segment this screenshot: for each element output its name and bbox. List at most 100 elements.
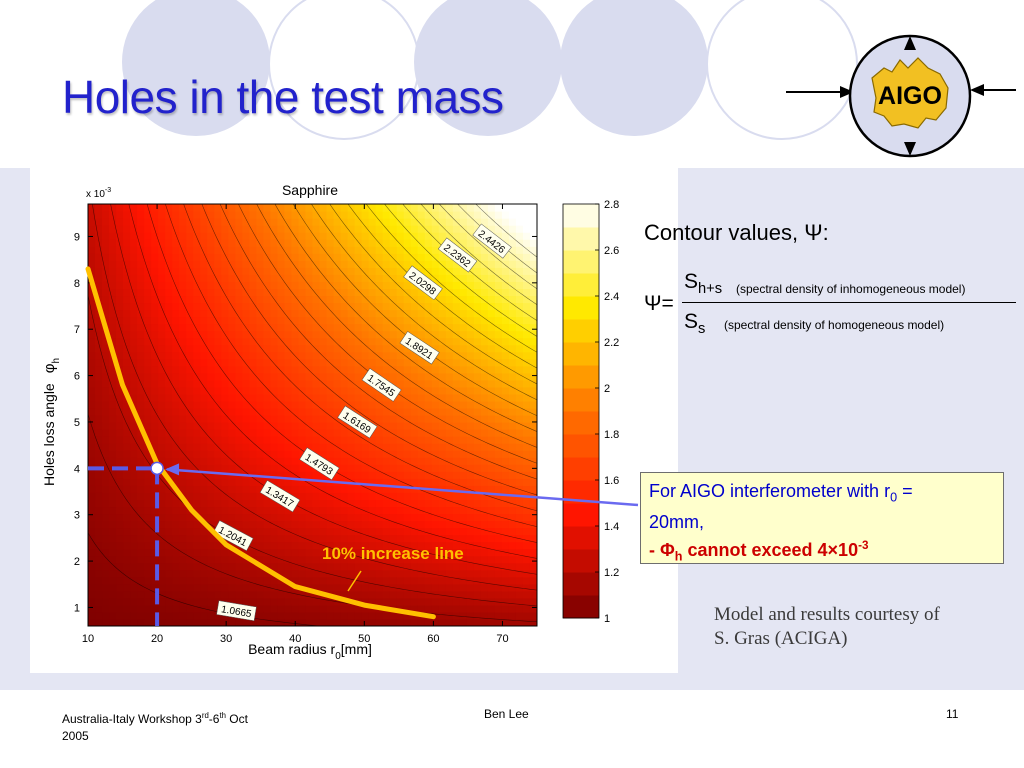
- heatmap-cell: [438, 590, 447, 599]
- heatmap-cell: [95, 281, 103, 289]
- heatmap-cell: [242, 211, 250, 219]
- heatmap-cell: [277, 436, 286, 444]
- heatmap-cell: [438, 415, 447, 423]
- heatmap-cell: [144, 386, 152, 395]
- heatmap-cell: [494, 386, 503, 395]
- heatmap-cell: [326, 288, 335, 297]
- heatmap-cell: [473, 422, 482, 430]
- heatmap-cell: [151, 443, 159, 451]
- heatmap-cell: [459, 316, 468, 325]
- heatmap-cell: [417, 457, 426, 465]
- heatmap-cell: [312, 386, 321, 395]
- heatmap-cell: [403, 323, 412, 332]
- heatmap-cell: [508, 393, 517, 402]
- heatmap-cell: [410, 450, 419, 458]
- heatmap-cell: [179, 548, 187, 557]
- heatmap-cell: [340, 618, 349, 626]
- heatmap-cell: [508, 611, 517, 620]
- heatmap-cell: [340, 464, 349, 472]
- heatmap-cell: [431, 527, 440, 536]
- heatmap-cell: [382, 436, 391, 444]
- heatmap-cell: [522, 295, 531, 304]
- heatmap-cell: [410, 506, 419, 515]
- heatmap-cell: [102, 562, 110, 571]
- heatmap-cell: [249, 232, 257, 240]
- heatmap-cell: [95, 316, 103, 325]
- heatmap-cell: [130, 365, 138, 374]
- heatmap-cell: [494, 415, 503, 423]
- heatmap-cell: [270, 281, 279, 289]
- heatmap-cell: [277, 288, 286, 297]
- heatmap-cell: [207, 471, 215, 479]
- heatmap-cell: [382, 204, 391, 212]
- heatmap-cell: [284, 478, 293, 486]
- heatmap-cell: [508, 464, 517, 472]
- heatmap-cell: [144, 506, 152, 515]
- heatmap-cell: [312, 204, 321, 212]
- heatmap-cell: [165, 541, 173, 550]
- heatmap-cell: [361, 618, 370, 626]
- heatmap-cell: [347, 323, 356, 332]
- heatmap-cell: [165, 232, 173, 240]
- heatmap-cell: [361, 225, 370, 233]
- heatmap-cell: [508, 499, 517, 508]
- heatmap-cell: [480, 372, 489, 381]
- heatmap-cell: [214, 569, 222, 578]
- heatmap-cell: [431, 583, 440, 592]
- heatmap-cell: [368, 415, 377, 423]
- heatmap-cell: [333, 604, 342, 613]
- heatmap-cell: [480, 218, 489, 226]
- heatmap-cell: [165, 267, 173, 275]
- heatmap-cell: [466, 316, 475, 325]
- heatmap-cell: [277, 562, 286, 571]
- heatmap-cell: [151, 372, 159, 381]
- heatmap-cell: [522, 372, 531, 381]
- heatmap-cell: [396, 618, 405, 626]
- heatmap-cell: [158, 541, 166, 550]
- heatmap-cell: [354, 246, 363, 254]
- heatmap-cell: [235, 302, 243, 311]
- heatmap-cell: [368, 386, 377, 395]
- heatmap-cell: [116, 443, 124, 451]
- heatmap-cell: [256, 422, 264, 430]
- heatmap-cell: [186, 323, 194, 332]
- heatmap-cell: [172, 288, 180, 297]
- heatmap-cell: [473, 527, 482, 536]
- heatmap-cell: [130, 450, 138, 458]
- heatmap-cell: [137, 288, 145, 297]
- heatmap-cell: [361, 541, 370, 550]
- heatmap-cell: [487, 407, 496, 416]
- heatmap-cell: [256, 225, 264, 233]
- heatmap-cell: [109, 506, 117, 515]
- heatmap-cell: [417, 204, 426, 212]
- heatmap-cell: [193, 393, 201, 402]
- heatmap-cell: [158, 323, 166, 332]
- heatmap-cell: [144, 309, 152, 318]
- heatmap-cell: [354, 211, 363, 219]
- heatmap-cell: [354, 555, 363, 564]
- heatmap-cell: [298, 316, 307, 325]
- heatmap-cell: [319, 492, 328, 500]
- heatmap-cell: [200, 450, 208, 458]
- heatmap-cell: [95, 267, 103, 275]
- heatmap-cell: [151, 562, 159, 571]
- heatmap-cell: [256, 253, 264, 261]
- heatmap-cell: [109, 253, 117, 261]
- heatmap-cell: [529, 527, 537, 536]
- heatmap-cell: [347, 443, 356, 451]
- heatmap-cell: [340, 358, 349, 367]
- heatmap-cell: [284, 534, 293, 543]
- heatmap-cell: [172, 232, 180, 240]
- heatmap-cell: [284, 288, 293, 297]
- heatmap-cell: [529, 576, 537, 585]
- heatmap-cell: [137, 443, 145, 451]
- heatmap-cell: [368, 253, 377, 261]
- heatmap-cell: [200, 204, 208, 212]
- heatmap-cell: [375, 393, 384, 402]
- heatmap-cell: [312, 218, 321, 226]
- heatmap-cell: [424, 597, 433, 606]
- heatmap-cell: [193, 386, 201, 395]
- heatmap-cell: [284, 562, 293, 571]
- heatmap-cell: [144, 253, 152, 261]
- heatmap-cell: [298, 485, 307, 493]
